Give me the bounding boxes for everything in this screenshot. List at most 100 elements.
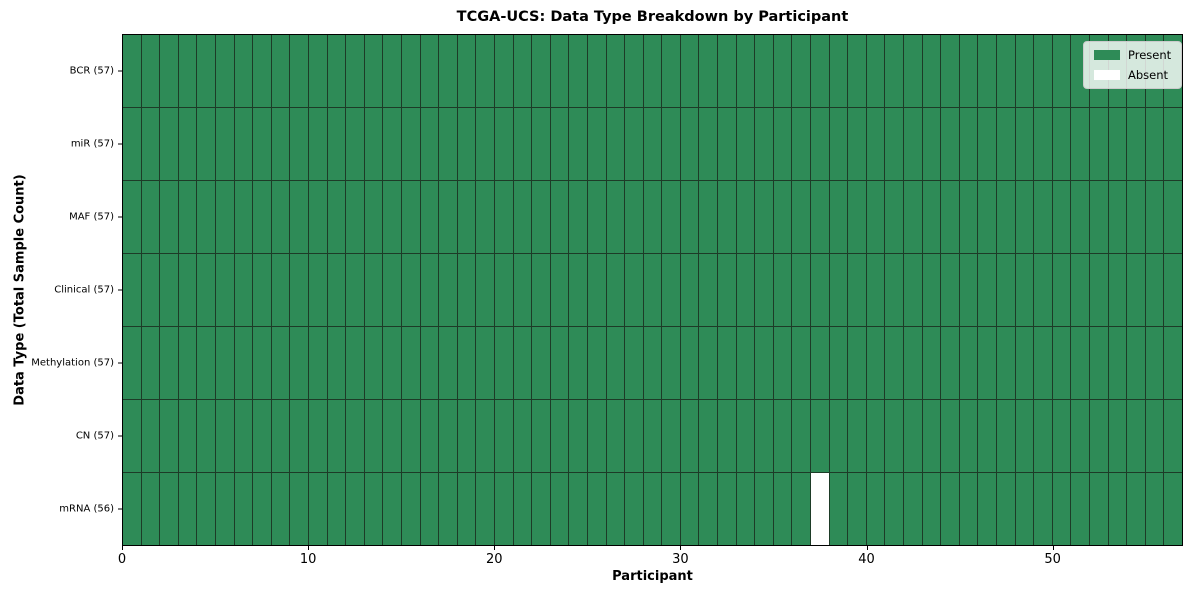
heatmap-cell [978, 181, 997, 253]
heatmap-cell [550, 327, 569, 399]
heatmap-cell [866, 400, 885, 472]
heatmap-cell [662, 473, 680, 545]
heatmap-cell [662, 181, 680, 253]
legend-label: Present [1128, 48, 1172, 62]
heatmap-cell [1015, 35, 1034, 107]
heatmap-cell [625, 181, 643, 253]
heatmap-cell [680, 473, 699, 545]
heatmap-cell [308, 473, 327, 545]
heatmap-cell [346, 327, 364, 399]
heatmap-cell [1090, 254, 1108, 326]
heatmap-cell [1034, 327, 1052, 399]
x-tick-mark [494, 546, 496, 550]
x-tick-label: 0 [117, 552, 127, 567]
heatmap-cell [922, 400, 941, 472]
heatmap-cell [625, 473, 643, 545]
heatmap-cell [736, 254, 755, 326]
heatmap-cell [1164, 108, 1182, 180]
y-tick-label: CN (57) [75, 430, 114, 442]
plot-area [122, 34, 1183, 546]
heatmap-cell [420, 254, 439, 326]
heatmap-cell [532, 35, 550, 107]
heatmap-cell [773, 400, 792, 472]
y-tick-label: BCR (57) [69, 65, 114, 77]
y-tick-label: miR (57) [70, 138, 114, 150]
heatmap-cell [866, 181, 885, 253]
heatmap-cell [978, 35, 997, 107]
heatmap-cell [1127, 108, 1145, 180]
x-tick-mark [122, 546, 123, 550]
heatmap-cell [401, 400, 420, 472]
heatmap-cell [290, 473, 308, 545]
heatmap-cell [773, 181, 792, 253]
heatmap-cell [662, 327, 680, 399]
heatmap-cell [1164, 400, 1182, 472]
heatmap-cell [959, 327, 978, 399]
heatmap-cell [439, 327, 457, 399]
heatmap-cell [848, 108, 866, 180]
heatmap-cell [253, 35, 271, 107]
heatmap-cell [327, 254, 346, 326]
legend-label: Absent [1128, 68, 1169, 82]
heatmap-cell [327, 327, 346, 399]
heatmap-cell [625, 400, 643, 472]
heatmap-cell [457, 108, 476, 180]
heatmap-cell [1052, 108, 1071, 180]
x-tick-mark [866, 546, 868, 550]
heatmap-cell [699, 181, 718, 253]
heatmap-cell [959, 473, 978, 545]
heatmap-cell [866, 327, 885, 399]
heatmap-cell [941, 181, 959, 253]
x-tick-label: 20 [485, 552, 503, 567]
x-tick-label: 10 [299, 552, 317, 567]
heatmap-cell [383, 473, 401, 545]
heatmap-cell [327, 108, 346, 180]
heatmap-cell [1052, 254, 1071, 326]
heatmap-cell [1052, 473, 1071, 545]
heatmap-cell [1108, 327, 1127, 399]
heatmap-cell [197, 473, 215, 545]
heatmap-cell [662, 400, 680, 472]
heatmap-cell [569, 35, 587, 107]
heatmap-cell [1052, 327, 1071, 399]
heatmap-cell [364, 327, 383, 399]
heatmap-cell [532, 181, 550, 253]
heatmap-cell [904, 108, 922, 180]
heatmap-cell [290, 181, 308, 253]
heatmap-cell [439, 473, 457, 545]
heatmap-cell [699, 327, 718, 399]
heatmap-cell [215, 35, 234, 107]
heatmap-cell [215, 254, 234, 326]
heatmap-cell [532, 473, 550, 545]
heatmap-cell [141, 327, 160, 399]
heatmap-cell [550, 108, 569, 180]
heatmap-cell [941, 400, 959, 472]
y-tick-mark [118, 70, 122, 72]
heatmap-cell [848, 327, 866, 399]
heatmap-cell [587, 400, 606, 472]
heatmap-cell [346, 254, 364, 326]
heatmap-cell [420, 327, 439, 399]
heatmap-cell [643, 35, 662, 107]
heatmap-cell [755, 327, 773, 399]
x-tick-label: 30 [672, 552, 689, 567]
heatmap-cell [494, 400, 513, 472]
heatmap-cell [420, 35, 439, 107]
heatmap-cell [718, 400, 736, 472]
heatmap-cell [160, 327, 178, 399]
heatmap-cell [941, 327, 959, 399]
heatmap-cell [1164, 254, 1182, 326]
heatmap-cell [364, 35, 383, 107]
heatmap-cell [1145, 254, 1164, 326]
heatmap-cell [1145, 400, 1164, 472]
heatmap-cell [680, 327, 699, 399]
heatmap-cell [829, 35, 848, 107]
heatmap-cell [606, 473, 625, 545]
heatmap-cell [141, 254, 160, 326]
heatmap-cell [234, 327, 253, 399]
heatmap-cell [494, 181, 513, 253]
heatmap-cell [829, 327, 848, 399]
heatmap-cell [197, 327, 215, 399]
heatmap-cell [1071, 327, 1090, 399]
